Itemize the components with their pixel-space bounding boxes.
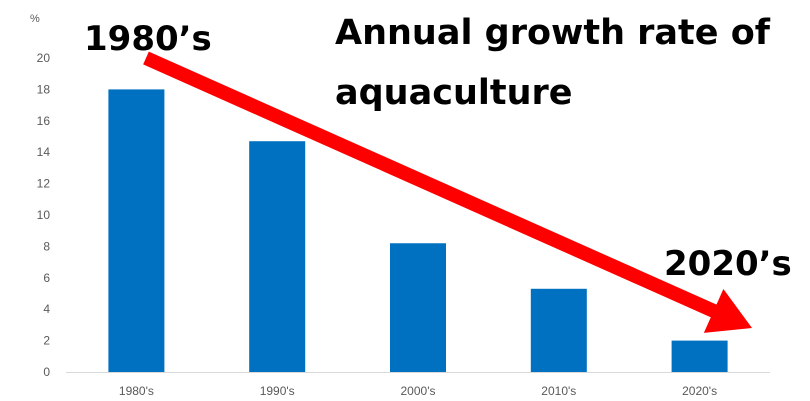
x-tick-label: 1980's	[119, 384, 154, 398]
x-tick-label: 2000's	[401, 384, 436, 398]
x-axis: 1980's 1990's 2000's 2010's 2020's	[66, 372, 770, 398]
y-axis: 0 2 4 6 8 10 12 14 16 18 20	[37, 51, 51, 379]
y-tick-label: 16	[37, 114, 51, 128]
bars	[108, 89, 728, 373]
y-tick-label: 6	[43, 271, 50, 285]
x-tick-label: 2010's	[541, 384, 576, 398]
chart-title-line-2: aquaculture	[335, 73, 573, 113]
bar	[671, 340, 728, 372]
y-tick-label: 12	[37, 177, 51, 191]
y-tick-label: 14	[37, 145, 51, 159]
y-tick-label: 4	[43, 302, 50, 316]
bar	[249, 141, 306, 372]
y-tick-label: 10	[37, 208, 51, 222]
y-tick-label: 8	[43, 239, 50, 253]
arrow-shaft	[143, 51, 719, 319]
x-tick-label: 2020's	[682, 384, 717, 398]
end-label: 2020’s	[664, 244, 792, 284]
y-tick-label: 0	[43, 365, 50, 379]
y-tick-label: 20	[37, 51, 51, 65]
bar	[530, 288, 587, 372]
x-tick-label: 1990's	[260, 384, 295, 398]
y-tick-label: 2	[43, 334, 50, 348]
chart-title-line-1: Annual growth rate of	[335, 13, 771, 53]
start-label: 1980’s	[84, 19, 212, 59]
y-unit-label: %	[30, 13, 40, 25]
y-tick-label: 18	[37, 82, 51, 96]
arrow-head	[703, 288, 752, 333]
trend-arrow	[143, 51, 752, 333]
bar	[390, 243, 446, 372]
bar	[108, 89, 165, 373]
